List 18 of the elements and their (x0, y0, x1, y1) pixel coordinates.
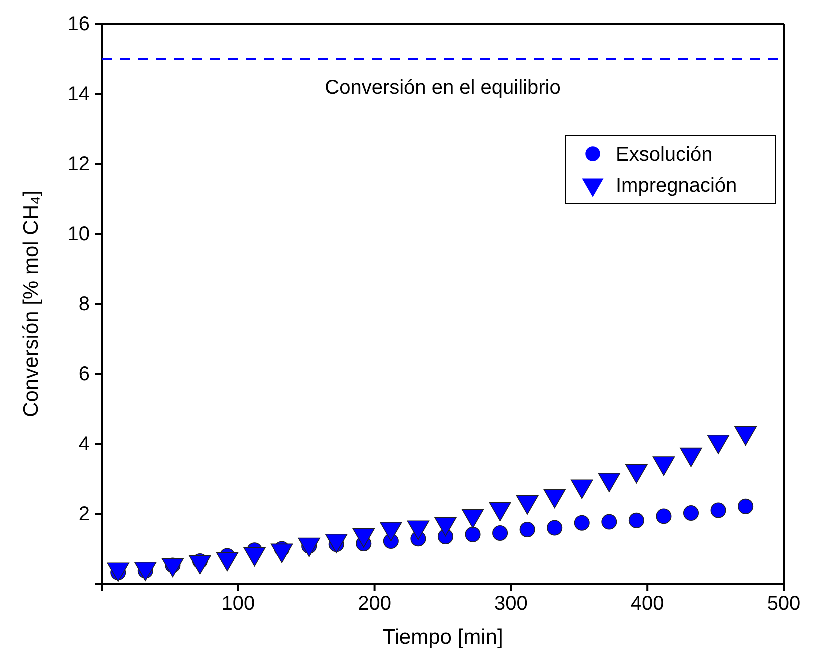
y-tick-label: 8 (78, 293, 90, 316)
legend-label: Impregnación (616, 175, 738, 197)
x-tick-label: 100 (222, 593, 256, 616)
x-tick-label: 400 (630, 593, 664, 616)
x-tick-label: 300 (494, 593, 528, 616)
x-tick-label: 200 (358, 593, 392, 616)
legend-label: Exsolución (616, 144, 713, 166)
y-tick-label: 6 (78, 363, 90, 386)
y-tick-label: 16 (68, 13, 90, 36)
ref-line-label: Conversión en el equilibrio (325, 77, 561, 99)
y-tick-label: 2 (78, 503, 90, 526)
y-tick-label: 4 (78, 433, 90, 456)
y-tick-label: 14 (68, 83, 90, 106)
x-axis-title: Tiempo [min] (382, 626, 504, 649)
y-tick-label: 12 (68, 153, 90, 176)
y-tick-label: 10 (68, 223, 90, 246)
x-tick-label: 500 (767, 593, 801, 616)
y-axis-title: Conversión [% mol CH₄] (20, 190, 43, 418)
